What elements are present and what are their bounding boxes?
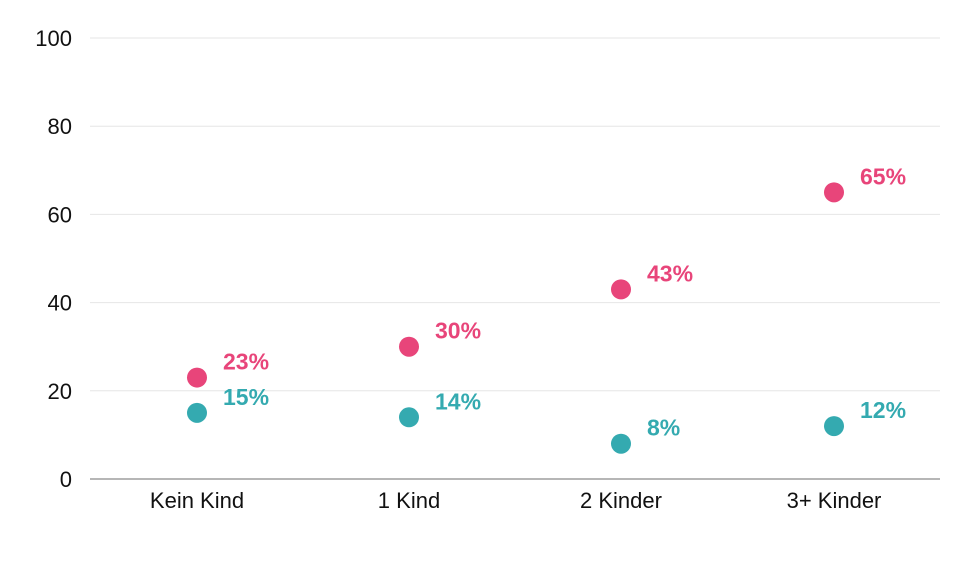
data-label: 14% xyxy=(435,388,481,414)
data-point xyxy=(399,336,419,357)
data-point xyxy=(187,402,207,423)
data-label: 30% xyxy=(435,318,481,344)
label-layer: 23% 30% 43% 65% 15% 14% 8% 12% xyxy=(223,163,906,440)
data-label: 12% xyxy=(860,397,906,423)
point-layer xyxy=(187,182,844,454)
data-point xyxy=(399,407,419,428)
data-label: 15% xyxy=(223,384,269,410)
data-point xyxy=(611,433,631,454)
y-tick-label: 100 xyxy=(35,26,72,51)
y-tick-label: 0 xyxy=(60,467,72,492)
data-label: 23% xyxy=(223,349,269,375)
y-tick-label: 60 xyxy=(48,202,72,227)
data-label: 65% xyxy=(860,163,906,189)
data-label: 8% xyxy=(647,415,680,441)
y-tick-label: 80 xyxy=(48,114,72,139)
grid-layer xyxy=(90,37,940,392)
x-tick-label: Kein Kind xyxy=(150,488,244,513)
x-tick-label: 1 Kind xyxy=(378,488,440,513)
x-tick-label: 3+ Kinder xyxy=(787,488,882,513)
y-tick-label: 40 xyxy=(48,291,72,316)
x-tick-label: 2 Kinder xyxy=(580,488,662,513)
y-tick-label: 20 xyxy=(48,379,72,404)
data-point xyxy=(824,182,844,203)
axis-layer: 0 20 40 60 80 100 Kein Kind 1 Kind 2 Kinder 3+ Ki… xyxy=(35,26,940,513)
data-point xyxy=(824,416,844,437)
data-point xyxy=(611,279,631,300)
data-label: 43% xyxy=(647,260,693,286)
data-point xyxy=(187,367,207,388)
